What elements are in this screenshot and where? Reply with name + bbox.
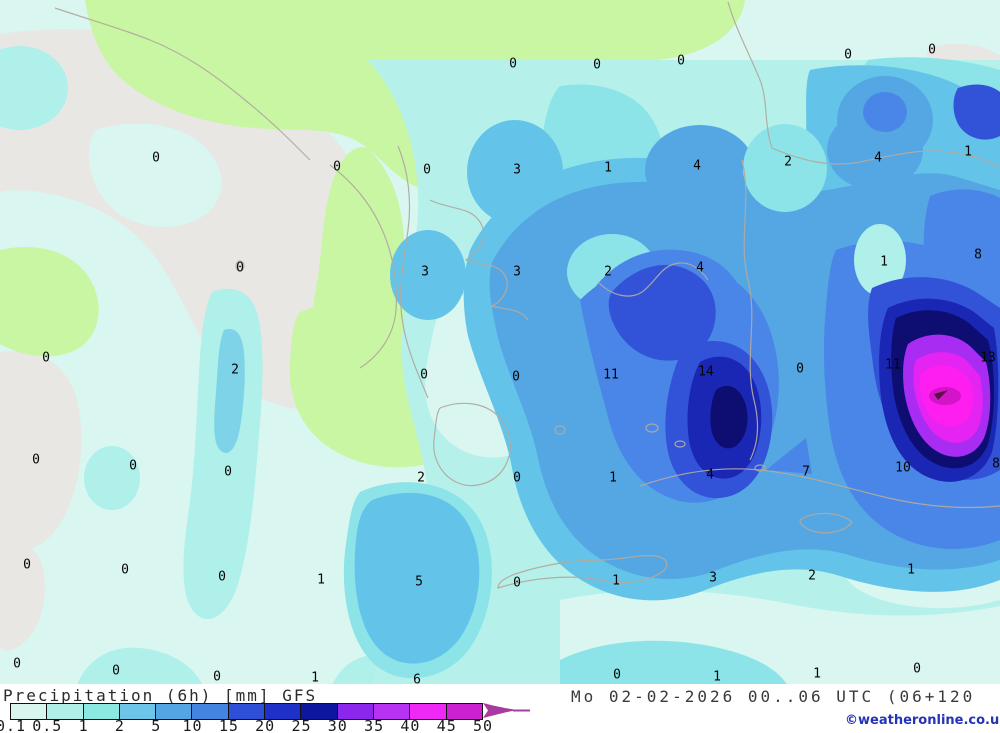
cyan-gap-east (854, 224, 906, 296)
legend-color-segment (301, 704, 338, 719)
coastlines (54, 1, 1000, 589)
medium-blob-north (645, 125, 755, 215)
legend-tick-label: 40 (400, 717, 421, 733)
legend-color-segment (119, 704, 157, 719)
legend-tick-label: 2 (114, 717, 125, 733)
legend-tick-label: 10 (182, 717, 203, 733)
cyan-band-core (214, 328, 245, 454)
legend-strip: Precipitation (6h) [mm] GFS 0.1 0.5 1 2 5 10 1… (0, 684, 1000, 733)
legend-color-segment (11, 704, 48, 719)
legend-color-segment (446, 704, 482, 719)
legend-tick-label: 25 (291, 717, 312, 733)
legend-tick-label: 50 (472, 717, 494, 733)
legend-color-segment (192, 704, 229, 719)
legend-tick-label: 1 (78, 717, 89, 733)
legend-color-segment (47, 704, 84, 719)
legend-tick-label: 15 (218, 717, 239, 733)
legend-color-segment (337, 704, 374, 719)
legend-title: Precipitation (6h) [mm] GFS (3, 686, 318, 705)
legend-color-segment (83, 704, 120, 719)
legend-tick-label: 45 (436, 717, 457, 733)
cyan-blob-north (743, 124, 827, 212)
legend-color-segment (373, 704, 411, 719)
legend-tick-label: 0.5 (32, 717, 63, 733)
datetime-label: Mo 02-02-2026 00..06 UTC (06+120 (571, 687, 976, 706)
legend-ticks: 0.1 0.5 1 2 5 10 15 20 25 30 35 40 45 50 (0, 717, 560, 733)
legend-color-segment (156, 704, 193, 719)
deep-core-ne (863, 92, 907, 132)
legend-arrow-icon (483, 703, 530, 718)
legend-color-segment (410, 704, 447, 719)
precip-max-bullseye (903, 334, 991, 457)
legend-bar (10, 703, 483, 720)
legend-tick-label: 35 (364, 717, 385, 733)
legend-tick-label: 5 (151, 717, 162, 733)
precipitation-map (0, 0, 1000, 690)
legend-color-segment (265, 704, 302, 719)
legend-color-segment (228, 704, 266, 719)
copyright-link[interactable]: ©weatheronline.co.uk (845, 713, 1000, 728)
legend-tick-label: 0.1 (0, 717, 27, 733)
legend-tick-label: 30 (327, 717, 348, 733)
legend-tick-label: 20 (255, 717, 276, 733)
